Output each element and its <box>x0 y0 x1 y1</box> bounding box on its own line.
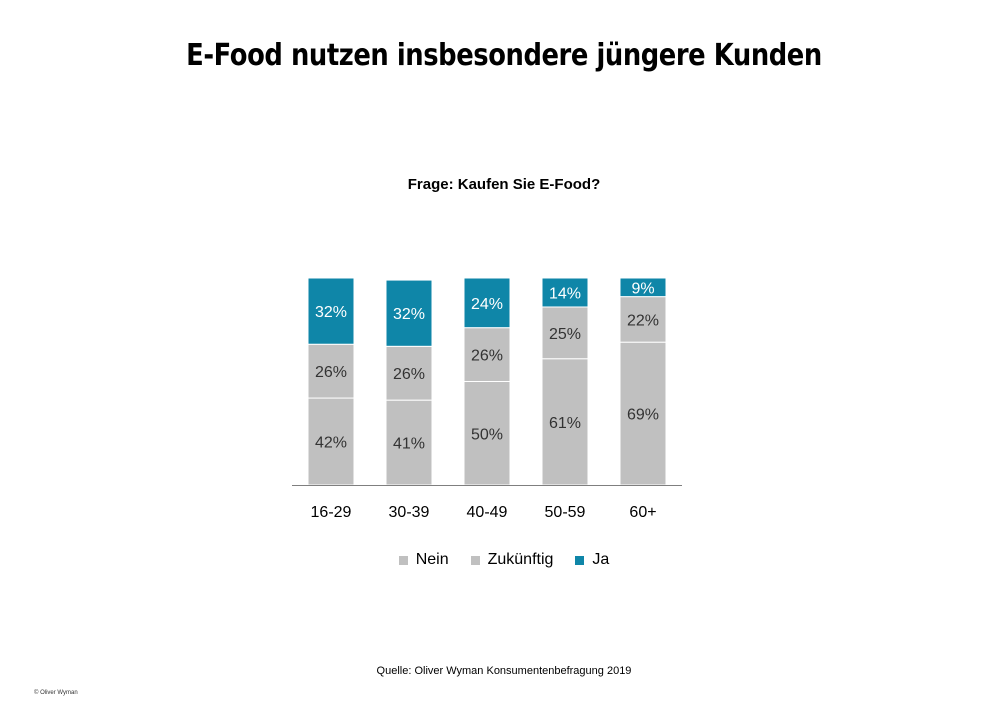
bar-nein-50-59 <box>541 358 589 486</box>
data-label-ja-16-29: 32% <box>315 304 347 321</box>
bar-nein-40-49 <box>463 381 511 486</box>
bar-ja-40-49 <box>463 277 511 329</box>
bar-ja-60+ <box>619 277 667 298</box>
data-label-nein-16-29: 42% <box>315 435 347 452</box>
x-tick-label-16-29: 16-29 <box>311 504 352 521</box>
bar-ja-16-29 <box>307 277 355 345</box>
data-label-zukuenftig-60+: 22% <box>627 312 659 329</box>
source-note: Quelle: Oliver Wyman Konsumentenbefragun… <box>376 665 632 677</box>
data-label-nein-60+: 69% <box>627 407 659 424</box>
legend-swatch-ja <box>575 555 585 565</box>
bar-zukuenftig-30-39 <box>385 345 433 401</box>
legend-label-ja: Ja <box>592 551 610 568</box>
x-tick-label-60+: 60+ <box>629 504 656 521</box>
data-label-zukuenftig-30-39: 26% <box>393 366 425 383</box>
legend-swatch-zukuenftig <box>470 555 480 565</box>
legend-item-zukuenftig: Zukünftig <box>470 551 554 569</box>
chart-legend: Nein Zukünftig Ja <box>0 551 1008 569</box>
x-tick-label-50-59: 50-59 <box>545 504 586 521</box>
data-label-ja-40-49: 24% <box>471 296 503 313</box>
data-label-ja-60+: 9% <box>631 280 654 297</box>
x-tick-label-40-49: 40-49 <box>467 504 508 521</box>
data-label-ja-50-59: 14% <box>549 285 581 302</box>
bar-nein-60+ <box>619 341 667 486</box>
data-label-zukuenftig-16-29: 26% <box>315 364 347 381</box>
data-label-ja-30-39: 32% <box>393 306 425 323</box>
legend-item-ja: Ja <box>575 551 609 569</box>
chart-title: Frage: Kaufen Sie E-Food? <box>407 176 601 193</box>
page-title: E-Food nutzen insbesondere jüngere Kunde… <box>186 38 822 73</box>
legend-label-zukuenftig: Zukünftig <box>487 551 554 568</box>
bar-zukuenftig-16-29 <box>307 343 355 399</box>
bar-nein-16-29 <box>307 397 355 486</box>
legend-item-nein: Nein <box>398 551 449 569</box>
data-label-nein-40-49: 50% <box>471 426 503 443</box>
legend-swatch-nein <box>398 555 408 565</box>
data-label-zukuenftig-40-49: 26% <box>471 348 503 365</box>
legend-label-nein: Nein <box>415 551 449 568</box>
data-label-nein-30-39: 41% <box>393 436 425 453</box>
bar-ja-50-59 <box>541 277 589 308</box>
data-label-nein-50-59: 61% <box>549 415 581 432</box>
bar-ja-30-39 <box>385 279 433 347</box>
x-tick-label-30-39: 30-39 <box>389 504 430 521</box>
data-label-zukuenftig-50-59: 25% <box>549 326 581 343</box>
copyright-note: © Oliver Wyman <box>34 690 78 696</box>
bar-zukuenftig-50-59 <box>541 306 589 360</box>
